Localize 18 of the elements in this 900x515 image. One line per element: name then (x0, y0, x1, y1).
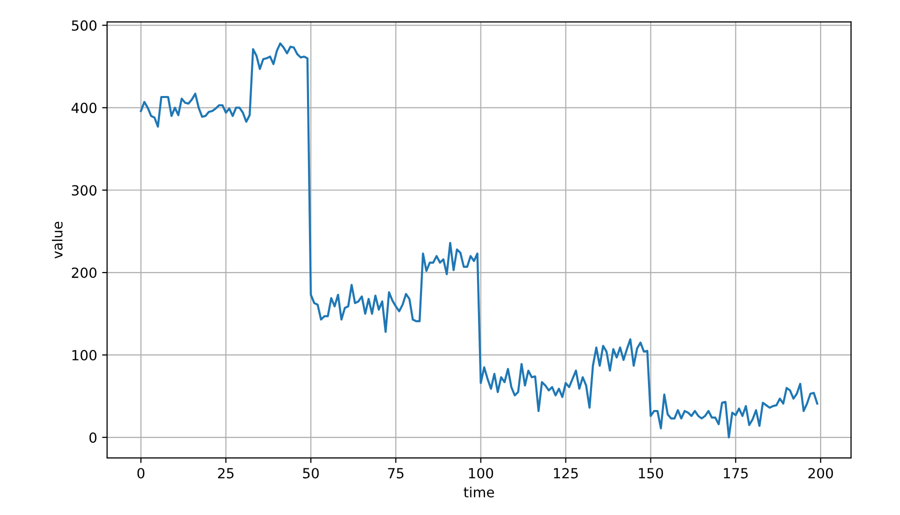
x-tick-label: 50 (303, 468, 319, 478)
y-axis-title: value (52, 222, 63, 259)
y-tick-label: 500 (72, 20, 96, 31)
x-tick-label: 0 (137, 468, 144, 478)
x-tick-label: 75 (388, 468, 404, 478)
x-tick-label: 25 (218, 468, 234, 478)
x-axis-title: time (464, 486, 494, 498)
line-series (140, 42, 818, 438)
y-tick-label: 100 (72, 350, 96, 360)
x-tick-label: 150 (638, 468, 664, 478)
x-tick-label: 200 (808, 468, 833, 478)
y-tick-label: 300 (72, 185, 96, 196)
x-tick-label: 175 (724, 468, 748, 478)
y-tick-label: 200 (72, 268, 96, 278)
x-tick-label: 100 (469, 468, 494, 478)
y-tick-label: 400 (72, 102, 96, 114)
y-tick-label: 0 (89, 432, 96, 443)
x-tick-label: 125 (554, 468, 578, 478)
